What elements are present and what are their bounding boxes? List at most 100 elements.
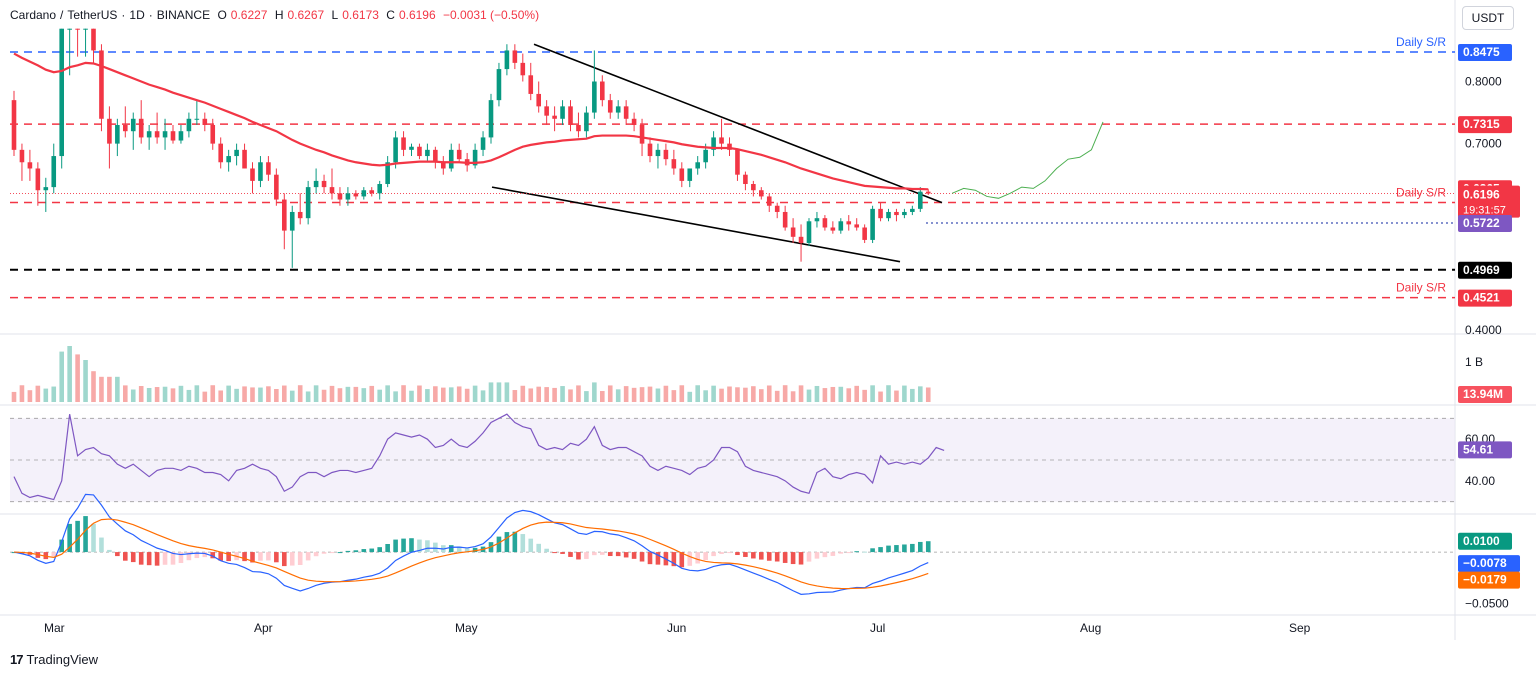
volume-bar — [910, 388, 915, 402]
macd-histogram-bar — [154, 552, 160, 566]
volume-bar — [218, 390, 223, 402]
volume-bar — [456, 386, 462, 402]
tradingview-icon: 17 — [10, 652, 24, 667]
ema-line — [13, 52, 929, 191]
volume-last-tag-bg — [1458, 386, 1512, 403]
candle-body — [894, 211, 899, 216]
macd-histogram-bar — [592, 552, 597, 556]
volume-bar — [568, 389, 573, 402]
macd-histogram-bar — [536, 543, 541, 553]
volume-bar — [687, 391, 693, 402]
candle-body — [727, 143, 732, 150]
volume-bar — [107, 376, 112, 402]
volume-bar — [27, 390, 33, 402]
candle-body — [822, 218, 828, 228]
candle-body — [138, 118, 144, 138]
low-marker-tag: 0.5722 — [1463, 216, 1500, 230]
candle-body — [711, 137, 716, 150]
symbol-name[interactable]: Cardano — [10, 8, 57, 22]
candle-body — [99, 50, 104, 119]
volume-bar — [798, 385, 804, 402]
volume-bar — [83, 360, 88, 402]
volume-bar — [814, 385, 820, 402]
macd-histogram-bar — [266, 552, 271, 561]
candle-body — [647, 143, 653, 157]
candle-body — [814, 218, 820, 222]
candle-body — [592, 81, 597, 113]
volume-bar — [274, 389, 279, 402]
candle-body — [130, 118, 136, 132]
candle-body — [902, 211, 907, 216]
candle-body — [655, 149, 661, 157]
candle-body — [504, 50, 510, 70]
macd-histogram-bar — [798, 552, 804, 565]
macd-histogram-bar — [925, 541, 931, 553]
macd-histogram-bar — [385, 543, 390, 553]
candle-body — [266, 162, 271, 175]
volume-bar — [146, 387, 152, 402]
candle-body — [75, 28, 80, 30]
macd-histogram-bar — [258, 552, 263, 561]
volume-bar — [130, 389, 136, 402]
candle-body — [472, 149, 478, 166]
close-label: C — [386, 8, 395, 22]
macd-histogram-bar — [282, 552, 287, 567]
macd-histogram-bar — [146, 552, 152, 566]
candle-body — [242, 149, 247, 169]
wedge-lower-line — [491, 186, 901, 263]
macd-histogram-bar — [631, 552, 637, 559]
candle-body — [11, 100, 17, 150]
level-tag: Daily S/R — [1396, 35, 1446, 49]
volume-bar — [766, 385, 772, 402]
volume-bar — [345, 386, 351, 402]
candle-body — [568, 106, 573, 125]
candle-body — [806, 221, 812, 244]
pair-name: TetherUS — [67, 8, 118, 22]
macd-hist-tag-bg — [1458, 532, 1512, 550]
macd-histogram-bar — [75, 520, 80, 553]
macd-histogram-bar — [806, 552, 812, 562]
volume-bar — [258, 387, 263, 402]
volume-bar — [886, 385, 891, 402]
candle-body — [441, 162, 446, 169]
tradingview-logo[interactable]: 17 TradingView — [10, 652, 98, 667]
volume-bar — [743, 387, 748, 402]
volume-bar — [925, 387, 931, 402]
macd-histogram-bar — [862, 551, 867, 553]
x-tick-label: Mar — [44, 621, 65, 635]
volume-bar — [472, 385, 478, 402]
macd-histogram-bar — [687, 552, 693, 566]
candle-body — [226, 156, 231, 163]
candle-body — [687, 168, 693, 181]
macd-signal-tag: −0.0179 — [1463, 573, 1507, 587]
volume-bar — [544, 387, 549, 402]
volume-bar — [894, 390, 899, 402]
change-value: −0.0031 (−0.50%) — [443, 8, 540, 22]
low-value: 0.6173 — [342, 8, 379, 22]
candle-body — [703, 149, 708, 163]
volume-bar — [806, 389, 812, 402]
volume-bar — [711, 385, 716, 402]
macd-histogram-bar — [202, 552, 208, 558]
volume-bar — [615, 389, 621, 402]
macd-histogram-bar — [138, 552, 144, 565]
level-price-tag: 0.8475 — [1463, 45, 1500, 59]
candle-body — [782, 211, 788, 228]
currency-button[interactable]: USDT — [1462, 6, 1514, 30]
macd-histogram-bar — [377, 547, 382, 553]
candle-body — [186, 118, 192, 132]
last-price-label: 0.6196 — [1463, 188, 1500, 202]
volume-last-tag: 13.94M — [1463, 387, 1503, 401]
candle-body — [480, 137, 486, 150]
candle-body — [210, 124, 216, 144]
timeframe[interactable]: 1D — [129, 8, 145, 22]
price-tick-label: 0.7000 — [1465, 137, 1502, 151]
volume-bar — [536, 386, 541, 402]
volume-bar — [417, 385, 422, 402]
volume-bar — [878, 391, 883, 402]
level-tag: Daily S/R — [1396, 281, 1446, 295]
volume-bar — [846, 388, 852, 402]
rsi-line — [13, 413, 945, 501]
last-price-tag-bg — [1458, 185, 1520, 218]
